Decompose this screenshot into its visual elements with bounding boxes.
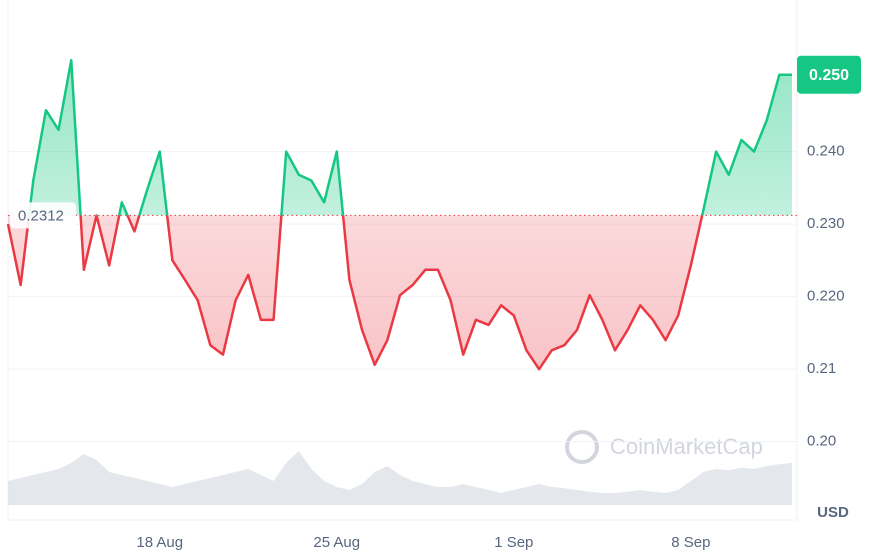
y-tick-label: 0.220 <box>807 288 845 305</box>
unit-label: USD <box>817 504 849 521</box>
x-tick-label: 8 Sep <box>671 534 710 551</box>
watermark: CoinMarketCap <box>565 430 763 464</box>
price-badge-label: 0.250 <box>809 67 849 84</box>
y-tick-label: 0.21 <box>807 360 836 377</box>
area-down <box>8 215 703 370</box>
area-up <box>8 60 792 216</box>
volume-area <box>8 451 792 505</box>
y-tick-label: 0.20 <box>807 433 836 450</box>
x-tick-label: 1 Sep <box>494 534 533 551</box>
baseline-label-bg <box>10 202 76 229</box>
baseline-label: 0.2312 <box>18 207 64 224</box>
y-tick-label: 0.240 <box>807 143 845 160</box>
watermark-text: CoinMarketCap <box>610 434 763 459</box>
x-tick-label: 25 Aug <box>313 534 360 551</box>
y-tick-label: 0.230 <box>807 215 845 232</box>
price-badge <box>797 55 861 94</box>
price-line-down <box>6 215 704 371</box>
x-tick-label: 18 Aug <box>136 534 183 551</box>
